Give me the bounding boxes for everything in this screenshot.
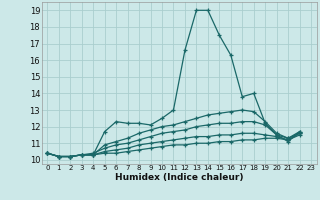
X-axis label: Humidex (Indice chaleur): Humidex (Indice chaleur) <box>115 173 244 182</box>
